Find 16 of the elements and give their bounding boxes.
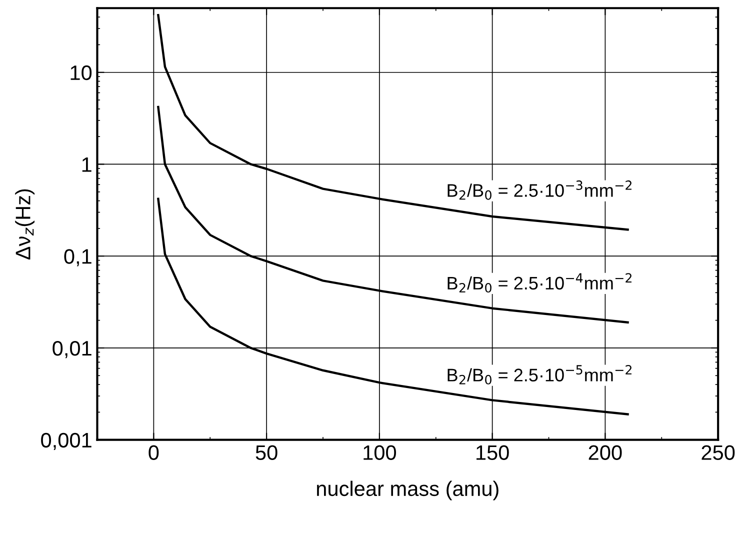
x-tick-label: 150 [476, 445, 509, 460]
y-tick-label: 0,01 [52, 340, 92, 358]
y-tick-label: 0,1 [64, 249, 92, 266]
x-tick-label: 250 [702, 445, 735, 460]
x-axis-title: nuclear mass (amu) [317, 480, 498, 500]
y-tick-label: 1 [82, 157, 92, 172]
x-tick-label: 0 [148, 445, 159, 460]
annotation: B$_{2}$/B$_{0}$ = 2.5·10$^{−3}$mm$^{−2}$ [448, 180, 632, 200]
y-tick-label: 0,001 [41, 432, 92, 450]
y-axis-title: Δν$_{z}$(Hz) [15, 189, 35, 260]
x-tick-label: 200 [588, 445, 622, 460]
y-tick-label: 10 [70, 65, 92, 80]
annotation: B$_{2}$/B$_{0}$ = 2.5·10$^{−4}$mm$^{−2}$ [448, 273, 632, 293]
annotation: B$_{2}$/B$_{0}$ = 2.5·10$^{−5}$mm$^{−2}$ [448, 364, 632, 384]
x-tick-label: 50 [256, 445, 278, 460]
x-tick-label: 100 [364, 445, 396, 460]
